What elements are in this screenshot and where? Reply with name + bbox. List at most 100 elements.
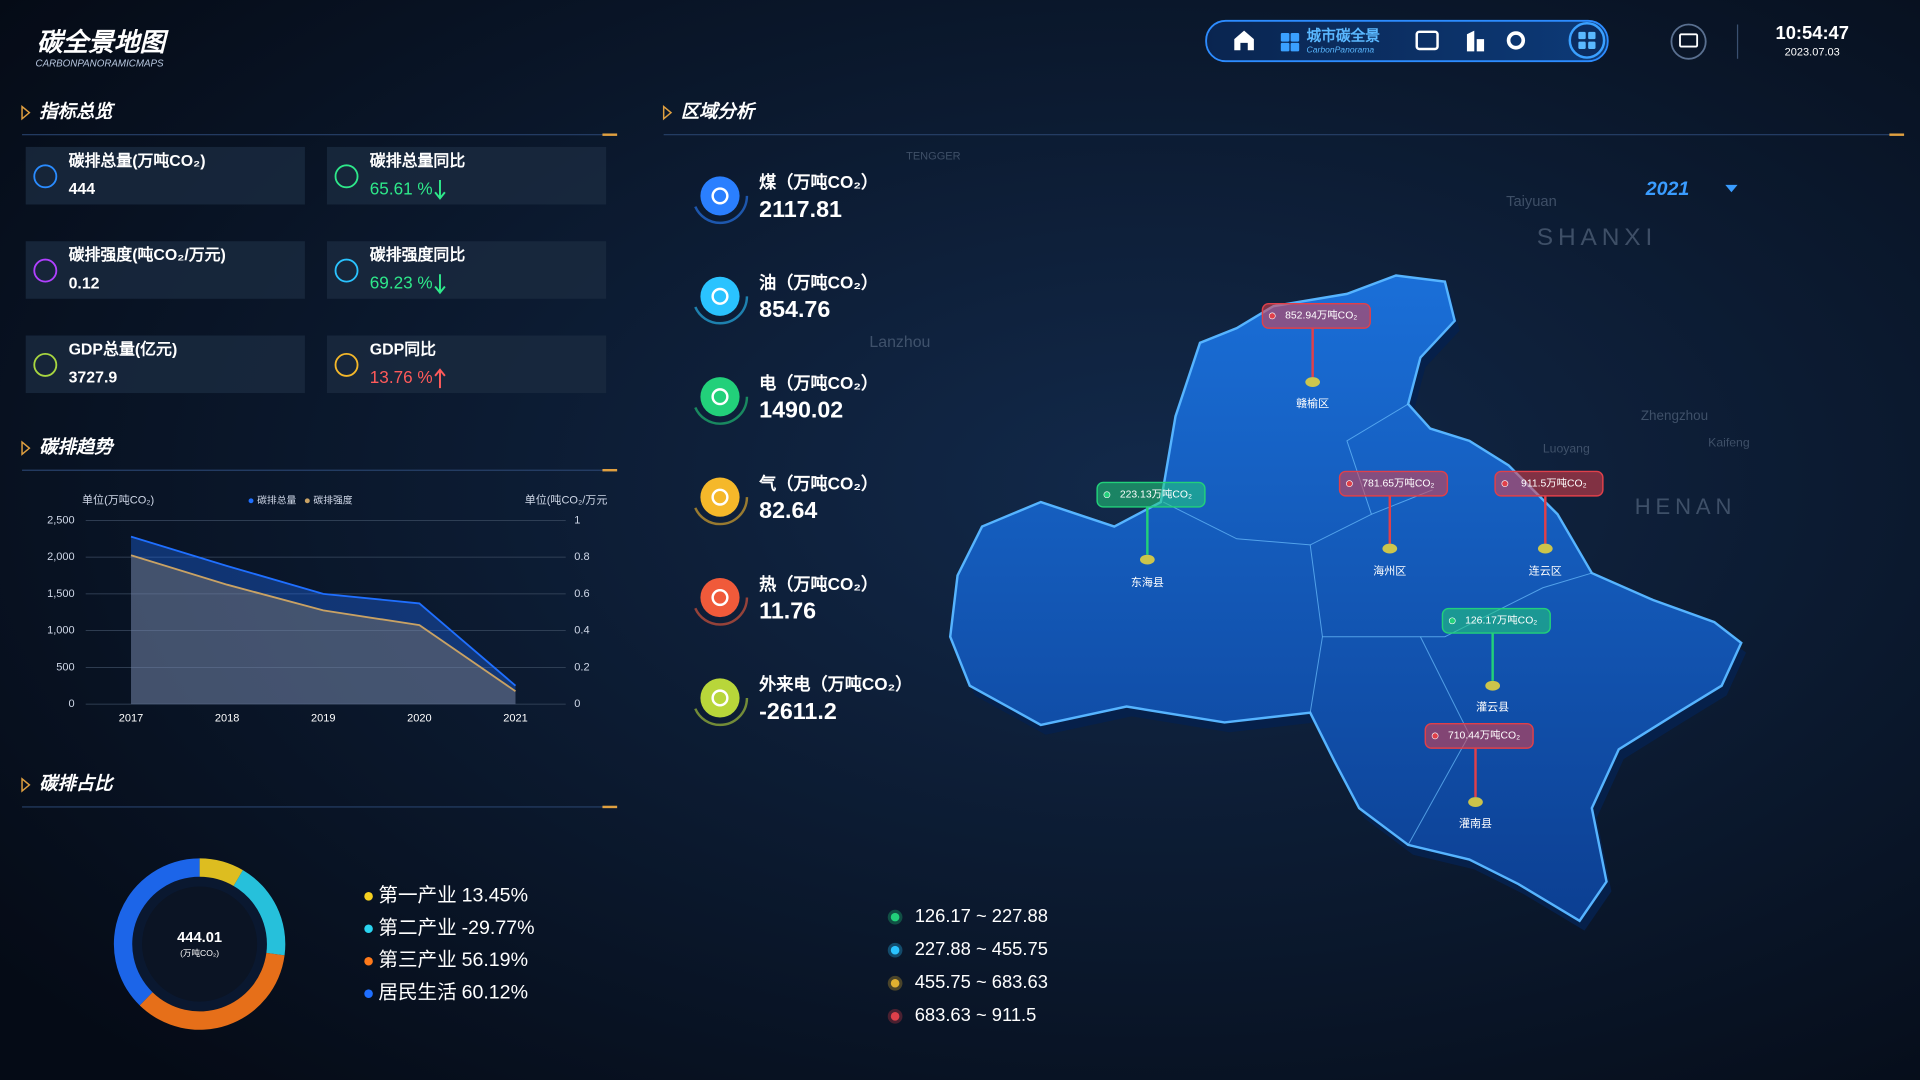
- indicator-icon: [334, 258, 359, 283]
- region-value: 1490.02: [759, 397, 843, 423]
- marker-pin: [1468, 797, 1483, 807]
- legend-dot: [890, 945, 900, 955]
- page-subtitle: CARBONPANORAMICMAPS: [36, 58, 165, 69]
- marker-label: 126.17万吨CO₂: [1465, 614, 1537, 627]
- marker-name: 海州区: [1373, 564, 1406, 578]
- nav-building-icon[interactable]: [1466, 30, 1485, 52]
- map-bg-label: Lanzhou: [869, 334, 930, 351]
- year-dropdown[interactable]: [1725, 184, 1738, 193]
- map-bg-label: Luoyang: [1543, 442, 1590, 456]
- marker-label: 710.44万吨CO₂: [1448, 729, 1520, 742]
- nav-active[interactable]: 城市碳全景: [1307, 27, 1381, 45]
- share-value: 56.19%: [462, 949, 528, 971]
- marker-name: 灌南县: [1459, 817, 1492, 830]
- trend-arrow: [434, 368, 446, 389]
- indicator-icon: [33, 164, 58, 189]
- marker-pin: [1485, 680, 1500, 691]
- share-category: 第一产业: [378, 884, 456, 906]
- region-icon: [700, 176, 740, 216]
- donut-segment: [139, 952, 285, 1030]
- section-title: 指标总览: [39, 100, 116, 121]
- map-bg-label: SHANXI: [1537, 224, 1658, 251]
- section-arrow: [21, 777, 31, 793]
- region-value: 82.64: [759, 497, 817, 523]
- legend-dot: [364, 956, 373, 966]
- region-icon: [700, 477, 740, 517]
- nav-apps-icon: [1588, 31, 1596, 40]
- section-title: 区域分析: [681, 100, 757, 121]
- section-title: 碳排趋势: [39, 436, 115, 457]
- y-tick-label: 2,500: [47, 514, 75, 526]
- share-category: 居民生活: [378, 982, 456, 1004]
- marker-tag-dot: [1346, 480, 1353, 488]
- map-legend-label: 683.63 ~ 911.5: [915, 1004, 1037, 1025]
- x-tick-label: 2020: [407, 713, 432, 725]
- region-value: -2611.2: [759, 698, 837, 724]
- trend-arrow: [434, 274, 446, 295]
- region-icon-ring: [691, 569, 749, 626]
- marker-pin: [1140, 554, 1155, 565]
- legend-dot: [890, 912, 900, 922]
- indicator-label: 碳排强度同比: [370, 245, 466, 264]
- nav-home[interactable]: [1234, 30, 1254, 51]
- donut-segment: [113, 858, 200, 1006]
- marker-name: 连云区: [1529, 565, 1562, 578]
- section-arrow: [21, 440, 31, 456]
- indicator-card: [326, 146, 607, 205]
- nav-apps-ring[interactable]: [1568, 22, 1606, 59]
- indicator-card: [25, 241, 305, 299]
- marker-name: 赣榆区: [1296, 396, 1329, 410]
- indicator-value: 13.76 %: [370, 367, 433, 387]
- marker-tag-dot: [1103, 491, 1111, 499]
- marker-tag-dot: [1268, 312, 1276, 320]
- region-icon-glyph: [711, 488, 729, 506]
- marker-label: 911.5万吨CO₂: [1521, 476, 1587, 489]
- indicator-label: GDP同比: [370, 340, 436, 358]
- year-selector[interactable]: 2021: [1645, 178, 1690, 200]
- map-legend-label: 227.88 ~ 455.75: [915, 938, 1048, 959]
- share-value: 13.45%: [462, 884, 528, 906]
- nav-grid-icon: [1280, 33, 1290, 42]
- region-icon-glyph: [711, 187, 729, 205]
- legend-dot: [364, 924, 373, 934]
- y2-tick-label: 0: [574, 698, 580, 710]
- marker-label: 223.13万吨CO₂: [1120, 487, 1192, 500]
- indicator-value: 65.61 %: [370, 178, 433, 198]
- indicator-icon: [334, 164, 359, 189]
- region-label: 外来电（万吨CO₂）: [759, 674, 912, 694]
- legend-dot: [304, 498, 310, 504]
- share-legend: 第一产业 13.45%: [378, 884, 528, 906]
- marker-pin: [1305, 377, 1320, 387]
- region-icon-glyph: [711, 588, 729, 607]
- nav-bar: [1205, 19, 1609, 63]
- y-tick-label: 2,000: [47, 551, 75, 563]
- trend-arrow: [434, 180, 446, 200]
- nav-grid-icon: [1280, 42, 1290, 52]
- map-bg-label: HENAN: [1635, 494, 1737, 519]
- y-tick-label: 0: [69, 698, 75, 710]
- map-region: [948, 274, 1743, 923]
- nav-map-icon[interactable]: [1415, 30, 1439, 51]
- region-label: 气（万吨CO₂）: [758, 473, 878, 493]
- legend-dot: [248, 498, 254, 504]
- marker-tag: [1261, 302, 1371, 329]
- screen-button[interactable]: [1670, 23, 1707, 60]
- donut-center-value: 444.01: [177, 930, 222, 946]
- trend-line: [130, 554, 517, 692]
- section-arrow: [662, 104, 673, 121]
- region-icon: [700, 276, 740, 316]
- y-axis-label: 单位(万吨CO₂): [82, 493, 154, 507]
- region-icon-glyph: [711, 388, 729, 406]
- region-value: 11.76: [759, 597, 816, 623]
- indicator-icon: [334, 352, 359, 377]
- legend-label: 碳排总量: [257, 493, 296, 506]
- indicator-label: 碳排总量(万吨CO₂): [69, 151, 206, 170]
- region-icon-glyph: [711, 689, 729, 707]
- nav-search-icon[interactable]: [1506, 31, 1526, 50]
- marker-tag-dot: [1448, 617, 1456, 625]
- marker-tag: [1441, 607, 1551, 634]
- donut-center-unit: (万吨CO₂): [180, 947, 219, 958]
- indicator-label: 碳排总量同比: [370, 151, 466, 170]
